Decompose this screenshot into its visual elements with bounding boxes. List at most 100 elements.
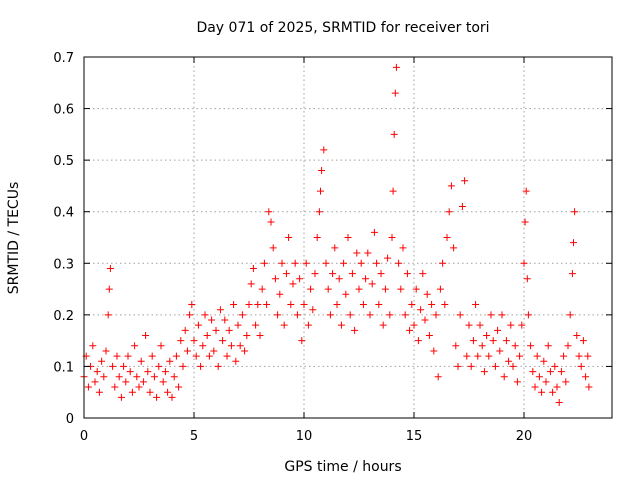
data-point: [425, 331, 433, 339]
data-point: [340, 259, 348, 267]
data-point: [355, 285, 363, 293]
data-point: [249, 264, 257, 272]
data-point: [386, 311, 394, 319]
data-point: [153, 393, 161, 401]
data-point: [487, 311, 495, 319]
data-point: [326, 311, 334, 319]
data-point: [278, 259, 286, 267]
grid-lines: [84, 57, 612, 418]
data-point: [388, 234, 396, 241]
data-point: [298, 337, 306, 345]
data-point: [280, 321, 288, 329]
data-point: [194, 321, 202, 329]
data-point: [212, 326, 220, 334]
data-point: [454, 362, 462, 370]
data-point: [485, 352, 493, 360]
data-point: [348, 270, 356, 278]
data-point: [318, 166, 326, 174]
data-point: [227, 342, 235, 350]
data-point: [302, 259, 310, 267]
data-point: [256, 331, 264, 339]
plot-frame: [83, 56, 613, 419]
data-point: [571, 208, 579, 216]
data-point: [414, 337, 422, 345]
data-point: [566, 311, 574, 319]
data-point: [148, 352, 156, 360]
data-point: [300, 301, 308, 309]
data-point: [540, 357, 548, 365]
data-point: [476, 321, 484, 329]
data-point: [577, 362, 585, 370]
data-point: [267, 218, 275, 226]
data-point: [91, 378, 99, 386]
x-axis-label: GPS time / hours: [284, 459, 401, 475]
data-point: [296, 275, 304, 283]
data-point: [98, 357, 106, 365]
data-point: [465, 321, 473, 329]
data-point: [307, 285, 315, 293]
data-point: [329, 270, 337, 278]
data-point: [315, 208, 323, 216]
data-point: [313, 234, 321, 241]
data-point: [126, 368, 134, 376]
data-point: [258, 285, 266, 293]
data-point: [584, 352, 592, 360]
data-point: [115, 373, 123, 381]
data-point: [111, 383, 119, 391]
data-point: [461, 177, 469, 185]
data-point: [274, 311, 282, 319]
y-tick-label: 0.7: [53, 51, 74, 66]
data-point: [373, 259, 381, 267]
data-point: [322, 259, 330, 267]
data-point: [175, 383, 183, 391]
data-point: [344, 234, 352, 241]
data-point: [243, 331, 251, 339]
data-point: [188, 301, 196, 309]
data-point: [150, 373, 158, 381]
data-point: [105, 285, 113, 293]
data-point: [562, 378, 570, 386]
data-point: [214, 362, 222, 370]
data-point: [456, 311, 464, 319]
data-point: [95, 388, 103, 396]
y-tick-label: 0.6: [53, 103, 74, 118]
data-point: [337, 321, 345, 329]
data-point: [489, 337, 497, 345]
data-point: [139, 378, 147, 386]
data-point: [423, 290, 431, 298]
data-point: [210, 347, 218, 355]
data-point: [553, 383, 561, 391]
data-point: [197, 362, 205, 370]
data-point: [585, 383, 593, 391]
data-point: [439, 259, 447, 267]
data-point: [146, 388, 154, 396]
data-point: [480, 368, 488, 376]
data-point: [474, 352, 482, 360]
data-point: [128, 388, 136, 396]
data-point: [117, 393, 125, 401]
data-point: [523, 275, 531, 283]
data-point: [494, 326, 502, 334]
data-point: [529, 368, 537, 376]
data-point: [557, 368, 565, 376]
data-point: [113, 352, 121, 360]
data-point: [166, 357, 174, 365]
data-point: [428, 301, 436, 309]
data-point: [304, 321, 312, 329]
data-point: [252, 321, 260, 329]
data-point: [551, 362, 559, 370]
y-tick-labels: 0 0.1 0.2 0.3 0.4 0.5 0.6 0.7: [53, 51, 74, 427]
data-point: [520, 259, 528, 267]
data-point: [265, 208, 273, 216]
data-point: [201, 311, 209, 319]
data-point: [254, 301, 262, 309]
data-point: [527, 342, 535, 350]
data-point: [353, 249, 361, 257]
data-point: [384, 254, 392, 262]
data-point: [362, 275, 370, 283]
data-point: [450, 244, 458, 252]
data-point: [309, 306, 317, 314]
data-point: [144, 368, 152, 376]
data-point: [84, 383, 92, 391]
x-tick-label: 20: [516, 429, 533, 444]
